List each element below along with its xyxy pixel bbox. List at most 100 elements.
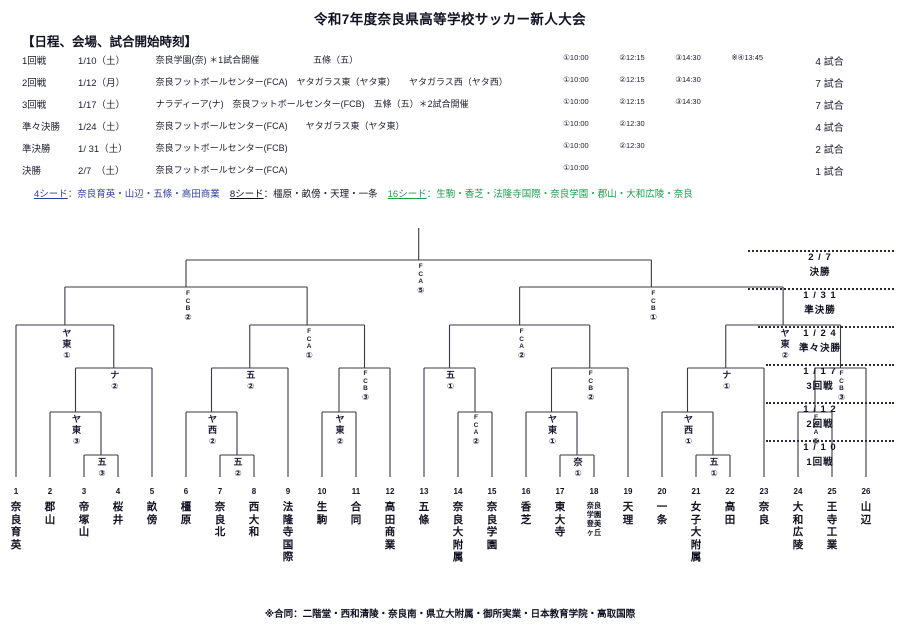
venue-label-number: ①	[446, 381, 455, 391]
schedule-row: 1回戦 1/10（土） 奈良学園(奈) ＊1試合開催 五條（五） ①10:00 ②12:…	[22, 53, 878, 75]
schedule-time-3: ③14:30	[675, 53, 701, 62]
team-name: 奈良学園登美ヶ丘	[586, 501, 602, 537]
team-number: 18	[589, 487, 599, 496]
team-name: 大和広陵	[792, 501, 804, 551]
team-entry: 20 一条	[654, 487, 670, 526]
venue-label-number: ②	[472, 435, 480, 446]
venue-label-char: F	[588, 370, 593, 377]
team-number: 12	[385, 487, 395, 496]
venue-label-char: C	[473, 421, 479, 429]
team-name: 奈良大附属	[452, 501, 464, 564]
schedule-venue: 奈良フットボールセンター(FCA) ヤタガラス東（ヤタ東） ヤタガラス西（ヤタ西…	[155, 77, 508, 87]
venue-label-number: ①	[548, 436, 557, 446]
venue-label-number: ⑤	[417, 284, 425, 295]
round-legend-3: 1 / 2 4 準々決勝	[764, 328, 876, 354]
team-name: 一条	[656, 501, 668, 526]
venue-label-number: ③	[72, 436, 81, 446]
team-entry: 4 桜井	[110, 487, 126, 526]
venue-label-char: C	[363, 377, 368, 385]
round-legend-name: 3回戦	[806, 381, 834, 392]
venue-label-r2-5: ヤ東 ①	[545, 414, 561, 447]
seed-16-label: 16シード	[387, 189, 427, 200]
round-legend-date: 2 / 7	[808, 252, 832, 263]
venue-label-text: 五	[97, 457, 107, 467]
schedule-row: 2回戦 1/12（月） 奈良フットボールセンター(FCA) ヤタガラス東（ヤタ東） …	[22, 75, 878, 97]
team-name: 西大和	[248, 501, 260, 539]
team-entry: 9 法隆寺国際	[280, 487, 296, 564]
schedule-venue: 奈良フットボールセンター(FCA) ヤタガラス東（ヤタ東）	[155, 121, 405, 131]
team-name: 合同	[350, 501, 362, 526]
team-name: 女子大附属	[690, 501, 702, 564]
schedule-time-2: ②12:15	[619, 97, 645, 106]
schedule-venue: ナラディーア(ナ) 奈良フットボールセンター(FCB) 五條（五）＊2試合開催	[155, 99, 469, 109]
page-title: 令和7年度奈良県高等学校サッカー新人大会	[313, 12, 586, 27]
round-legend-name: 2回戦	[806, 419, 834, 430]
venue-label-text: ヤ西	[683, 414, 693, 435]
venue-label-text: 五	[445, 370, 455, 380]
schedule-match-count: 7 試合	[815, 101, 844, 112]
team-entry: 24 大和広陵	[790, 487, 806, 551]
venue-label-number: ②	[781, 350, 789, 360]
team-name: 帝塚山	[78, 501, 90, 539]
venue-label-char: C	[418, 270, 424, 278]
schedule-time-2: ②12:15	[619, 75, 645, 84]
venue-label-text: 五	[246, 370, 256, 380]
round-legend-name: 準々決勝	[798, 343, 841, 354]
team-name: 高田	[724, 501, 736, 526]
schedule-time-2	[619, 163, 675, 185]
round-divider	[766, 402, 894, 404]
venue-label-number: ②	[184, 311, 192, 322]
team-entry: 6 橿原	[178, 487, 194, 526]
venue-label-text: ヤ西	[207, 414, 217, 435]
seed-8-label: 8シード	[229, 189, 264, 200]
venue-label-number: ①	[63, 350, 71, 360]
team-number: 16	[521, 487, 531, 496]
venue-label-qf4: ヤ東 ②	[777, 328, 793, 361]
venue-label-char: F	[839, 370, 844, 377]
team-entry: 8 西大和	[246, 487, 262, 539]
venue-label-number: ①	[305, 349, 313, 360]
schedule-time-4	[731, 119, 815, 141]
team-entry: 2 郡山	[42, 487, 58, 526]
round-legend-1: 2 / 7 決勝	[764, 252, 876, 278]
seed-16-teams: ：生駒・香芝・法隆寺国際・奈良学園・郡山・大和広陵・奈良	[426, 189, 693, 200]
team-name: 生駒	[316, 501, 328, 526]
team-entry: 17 東大寺	[552, 487, 568, 539]
round-legend-date: 1 / 1 7	[803, 366, 837, 377]
schedule-table: 1回戦 1/10（土） 奈良学園(奈) ＊1試合開催 五條（五） ①10:00 ②12:…	[22, 53, 878, 185]
team-entry: 23 奈良	[756, 487, 772, 526]
schedule-venue: 奈良学園(奈) ＊1試合開催 五條（五）	[155, 55, 359, 65]
schedule-time-1: ①10:00	[563, 141, 589, 150]
venue-label-char: F	[418, 263, 423, 270]
team-name: 奈良	[758, 501, 770, 526]
venue-label-qf1: ヤ東 ①	[59, 328, 75, 361]
schedule-time-2: ②12:30	[619, 119, 645, 128]
venue-label-char: A	[473, 429, 479, 437]
schedule-time-4	[731, 75, 815, 97]
team-number: 23	[759, 487, 769, 496]
schedule-date: 1/12（月）	[78, 78, 126, 89]
venue-label-text: ナ	[110, 370, 120, 380]
team-number: 19	[623, 487, 633, 496]
team-number: 5	[149, 487, 155, 496]
seed-4-label: 4シード	[34, 189, 68, 200]
team-entry: 3 帝塚山	[76, 487, 92, 539]
schedule-row: 決勝 2/7 （土） 奈良フットボールセンター(FCA) ①10:00 1 試合	[22, 163, 878, 185]
round-legend-name: 1回戦	[806, 457, 834, 468]
team-name: 桜井	[112, 501, 124, 526]
team-entry: 1 奈良育英	[8, 487, 24, 551]
team-number: 17	[555, 487, 565, 496]
team-entry: 19 天理	[620, 487, 636, 526]
team-name: 橿原	[180, 501, 192, 526]
schedule-time-3	[675, 119, 731, 141]
venue-label-char: A	[519, 343, 524, 351]
seed-4-teams: ：奈良育英・山辺・五條・高田商業	[67, 189, 220, 200]
